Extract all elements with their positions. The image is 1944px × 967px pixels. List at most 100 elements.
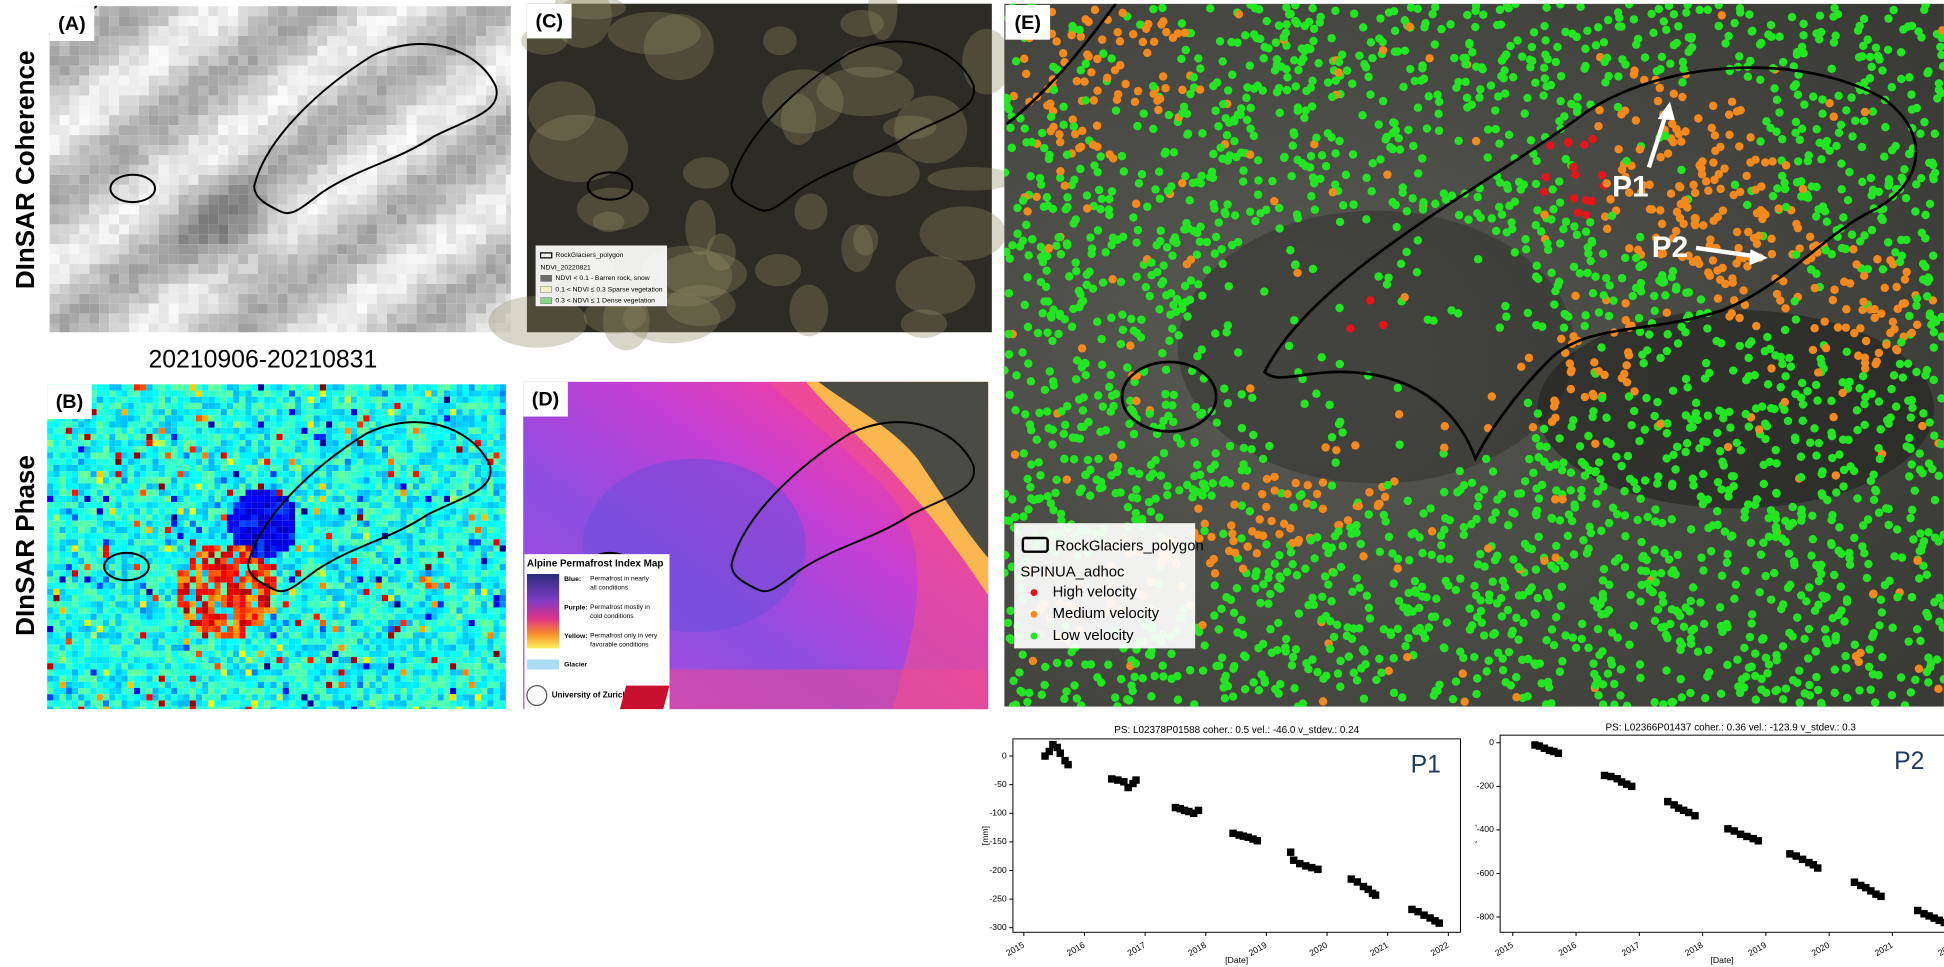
phase-cell: [382, 638, 388, 644]
coherence-cell: [129, 264, 139, 274]
coherence-cell: [466, 105, 476, 115]
phase-cell: [72, 694, 78, 700]
phase-cell: [60, 688, 66, 694]
coherence-cell: [268, 115, 278, 125]
phase-cell: [431, 397, 437, 403]
coherence-cell: [436, 185, 446, 195]
coherence-cell: [268, 244, 278, 254]
phase-cell: [419, 490, 425, 496]
phase-cell: [388, 552, 394, 558]
phase-cell: [295, 446, 301, 452]
phase-cell: [66, 527, 72, 533]
phase-cell: [184, 682, 190, 688]
coherence-cell: [327, 115, 337, 125]
coherence-cell: [248, 314, 258, 324]
phase-cell: [388, 676, 394, 682]
phase-cell: [202, 682, 208, 688]
coherence-cell: [288, 26, 298, 36]
coherence-cell: [496, 195, 506, 205]
phase-cell: [47, 583, 53, 589]
phase-cell: [264, 415, 270, 421]
coherence-cell: [367, 234, 377, 244]
coherence-cell: [258, 105, 268, 115]
phase-cell: [153, 384, 159, 390]
phase-cell: [407, 545, 413, 551]
phase-cell: [351, 589, 357, 595]
phase-cell: [376, 632, 382, 638]
coherence-cell: [109, 264, 119, 274]
coherence-cell: [307, 224, 317, 234]
coherence-cell: [258, 16, 268, 26]
phase-cell: [369, 514, 375, 520]
phase-cell: [252, 657, 258, 663]
phase-cell: [407, 415, 413, 421]
phase-cell: [270, 558, 276, 564]
phase-cell: [177, 657, 183, 663]
coherence-cell: [397, 56, 407, 66]
phase-cell: [301, 707, 307, 709]
phase-cell: [425, 409, 431, 415]
coherence-cell: [427, 314, 437, 324]
phase-cell: [66, 545, 72, 551]
phase-cell: [115, 657, 121, 663]
phase-cell: [419, 651, 425, 657]
phase-cell: [376, 391, 382, 397]
phase-cell: [91, 651, 97, 657]
phase-cell: [159, 558, 165, 564]
phase-cell: [431, 564, 437, 570]
phase-cell: [419, 707, 425, 709]
phase-cell: [72, 682, 78, 688]
coherence-cell: [258, 244, 268, 254]
coherence-cell: [417, 185, 427, 195]
phase-cell: [283, 465, 289, 471]
phase-cell: [122, 533, 128, 539]
phase-cell: [295, 663, 301, 669]
coherence-cell: [466, 6, 476, 16]
coherence-cell: [258, 304, 268, 314]
phase-cell: [295, 422, 301, 428]
phase-cell: [270, 471, 276, 477]
coherence-cell: [179, 155, 189, 165]
phase-cell: [363, 651, 369, 657]
phase-cell: [388, 391, 394, 397]
phase-cell: [109, 496, 115, 502]
coherence-cell: [476, 234, 486, 244]
coherence-cell: [50, 175, 60, 185]
phase-cell: [233, 651, 239, 657]
coherence-cell: [69, 165, 79, 175]
phase-cell: [115, 545, 121, 551]
phase-cell: [47, 620, 53, 626]
phase-cell: [338, 539, 344, 545]
coherence-cell: [506, 76, 511, 86]
phase-cell: [376, 459, 382, 465]
coherence-cell: [466, 195, 476, 205]
coherence-cell: [347, 76, 357, 86]
phase-cell: [72, 589, 78, 595]
coherence-cell: [60, 324, 70, 333]
phase-cell: [177, 682, 183, 688]
phase-cell: [444, 620, 450, 626]
coherence-cell: [268, 56, 278, 66]
coherence-cell: [417, 284, 427, 294]
phase-cell: [215, 651, 221, 657]
phase-cell: [388, 632, 394, 638]
phase-cell: [227, 477, 233, 483]
coherence-cell: [298, 274, 308, 284]
phase-cell: [419, 558, 425, 564]
phase-cell: [84, 576, 90, 582]
coherence-cell: [179, 46, 189, 56]
phase-cell: [363, 508, 369, 514]
phase-cell: [382, 471, 388, 477]
phase-cell: [202, 645, 208, 651]
coherence-cell: [99, 135, 109, 145]
coherence-cell: [337, 36, 347, 46]
phase-cell: [84, 440, 90, 446]
coherence-cell: [317, 36, 327, 46]
phase-cell: [382, 459, 388, 465]
coherence-cell: [218, 155, 228, 165]
phase-cell: [66, 576, 72, 582]
phase-cell: [84, 626, 90, 632]
coherence-cell: [387, 214, 397, 224]
phase-cell: [140, 694, 146, 700]
phase-cell: [202, 564, 208, 570]
